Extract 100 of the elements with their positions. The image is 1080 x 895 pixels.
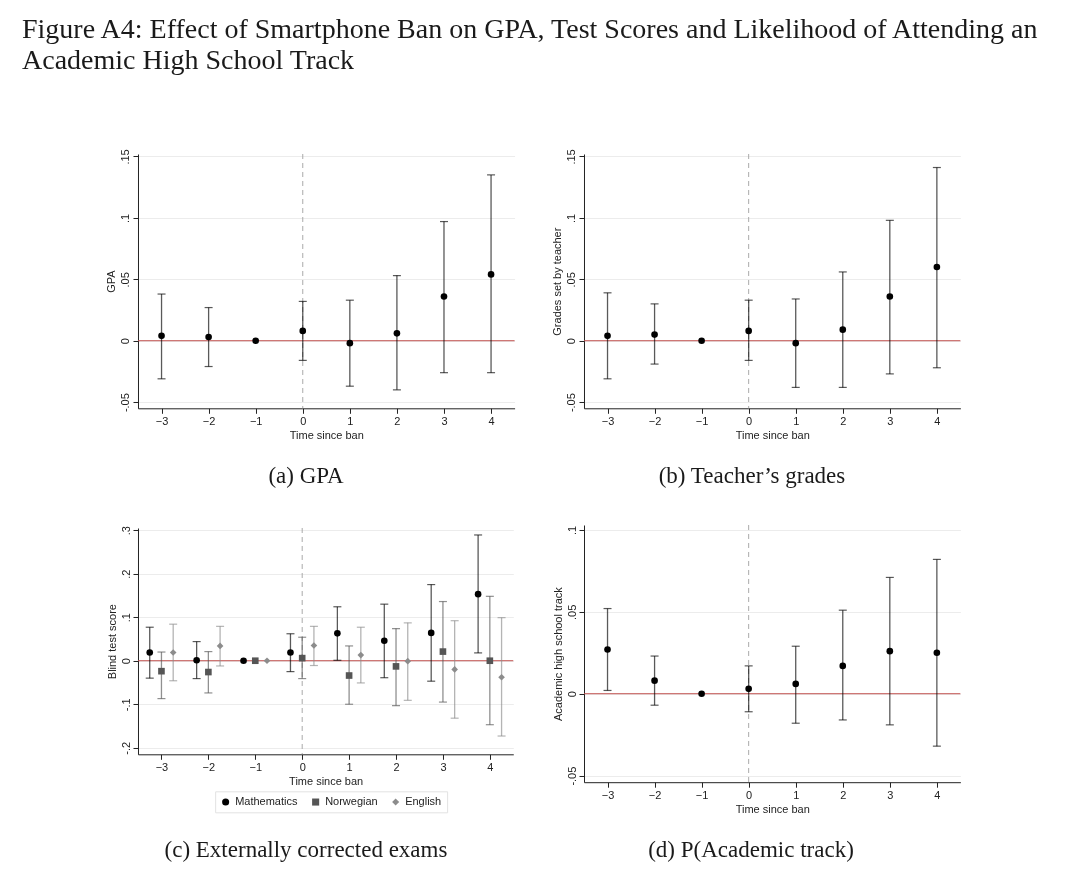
x-tick-label: 1 (346, 414, 354, 427)
y-axis-title: Blind test score (105, 603, 118, 679)
point (169, 648, 177, 656)
point (204, 333, 212, 341)
point (216, 642, 224, 649)
point (251, 657, 259, 664)
x-tick-label: 4 (486, 760, 494, 773)
x-tick-label: −2 (202, 760, 215, 773)
point (474, 590, 482, 598)
x-tick-label: −1 (696, 788, 709, 801)
x-tick-label: −1 (249, 760, 262, 773)
x-tick-label: 3 (887, 414, 894, 427)
x-axis-title: Time since ban (735, 428, 811, 441)
point (157, 667, 165, 675)
y-tick-label: .1 (119, 612, 132, 622)
x-tick-label: 1 (793, 414, 800, 427)
x-tick-label: 2 (840, 414, 847, 427)
text: (b) Teacher’s grades (658, 463, 846, 489)
point (839, 326, 847, 333)
y-tick-label: .15 (565, 149, 578, 165)
point (933, 263, 941, 271)
legend-label: English (404, 794, 441, 807)
point (252, 337, 259, 345)
x-tick-label: 1 (793, 788, 800, 801)
text: (d) P(Academic track) (648, 837, 854, 863)
point (404, 657, 411, 665)
y-tick-label: .05 (119, 272, 132, 288)
x-axis-title: Time since ban (288, 774, 363, 787)
point (346, 339, 353, 347)
point (204, 668, 212, 676)
y-axis-title: Academic high school track (551, 586, 564, 721)
point (239, 657, 247, 664)
point (651, 331, 659, 338)
x-tick-label: 1 (346, 760, 353, 773)
text: (c) Externally corrected exams (164, 836, 448, 863)
x-tick-label: 4 (934, 788, 941, 801)
point (651, 676, 659, 684)
x-tick-label: −3 (602, 414, 615, 427)
point (886, 647, 894, 654)
y-tick-label: 0 (565, 338, 578, 345)
x-tick-label: 3 (441, 414, 448, 427)
x-tick-label: 3 (440, 760, 447, 773)
point (298, 654, 306, 662)
x-tick-label: 2 (393, 760, 400, 773)
y-tick-label: .05 (565, 272, 578, 288)
x-tick-label: −2 (649, 414, 662, 427)
x-axis-title: Time since ban (735, 802, 811, 815)
legend-label: Mathematics (234, 794, 298, 807)
point (392, 662, 400, 670)
point (745, 327, 753, 335)
y-tick-label: .1 (119, 213, 132, 223)
point (698, 689, 706, 697)
point (698, 337, 706, 345)
x-tick-label: −3 (155, 414, 168, 427)
y-tick-label: 0 (565, 690, 578, 697)
point (146, 648, 153, 656)
point (451, 665, 458, 673)
x-tick-label: 4 (488, 414, 495, 427)
chart-title: Figure A4: Effect of Smartphone Ban on GPA, Test Scores and Likelihood of Attending an Academic High School Track (22, 13, 1039, 75)
point (792, 680, 800, 687)
x-tick-label: −3 (155, 760, 168, 773)
point (839, 662, 847, 669)
point (604, 332, 612, 340)
x-tick-label: 2 (394, 414, 401, 427)
point (345, 671, 353, 679)
point (357, 651, 364, 659)
x-tick-label: 4 (934, 414, 941, 427)
y-axis-title: GPA (105, 269, 118, 293)
x-axis-title: Time since ban (289, 428, 364, 441)
y-axis-title: Grades set by teacher (551, 227, 564, 336)
point (486, 657, 493, 664)
y-tick-label: .05 (565, 604, 578, 620)
point (439, 647, 446, 655)
point (886, 293, 894, 300)
x-tick-label: 0 (299, 414, 306, 427)
x-tick-label: 0 (746, 414, 753, 427)
x-tick-label: 0 (746, 788, 753, 801)
point (933, 648, 941, 656)
y-tick-label: -.1 (119, 698, 132, 711)
text: (a) GPA (268, 463, 344, 489)
point (604, 645, 612, 653)
legend-label: Norwegian (324, 794, 378, 807)
y-tick-label: .1 (565, 525, 578, 535)
x-tick-label: −3 (602, 788, 615, 801)
x-tick-label: 3 (887, 788, 894, 801)
x-tick-label: 0 (299, 760, 306, 773)
point (440, 293, 447, 300)
y-tick-label: -.05 (565, 766, 578, 786)
point (333, 629, 341, 637)
point (263, 657, 271, 664)
point (286, 648, 294, 656)
point (497, 673, 505, 681)
y-tick-label: 0 (119, 338, 132, 345)
y-tick-label: .1 (565, 213, 578, 223)
y-tick-label: -.05 (119, 393, 132, 413)
point (427, 629, 435, 636)
y-tick-label: .3 (119, 525, 132, 535)
point (745, 685, 753, 692)
x-tick-label: −1 (696, 414, 709, 427)
point (487, 271, 495, 278)
